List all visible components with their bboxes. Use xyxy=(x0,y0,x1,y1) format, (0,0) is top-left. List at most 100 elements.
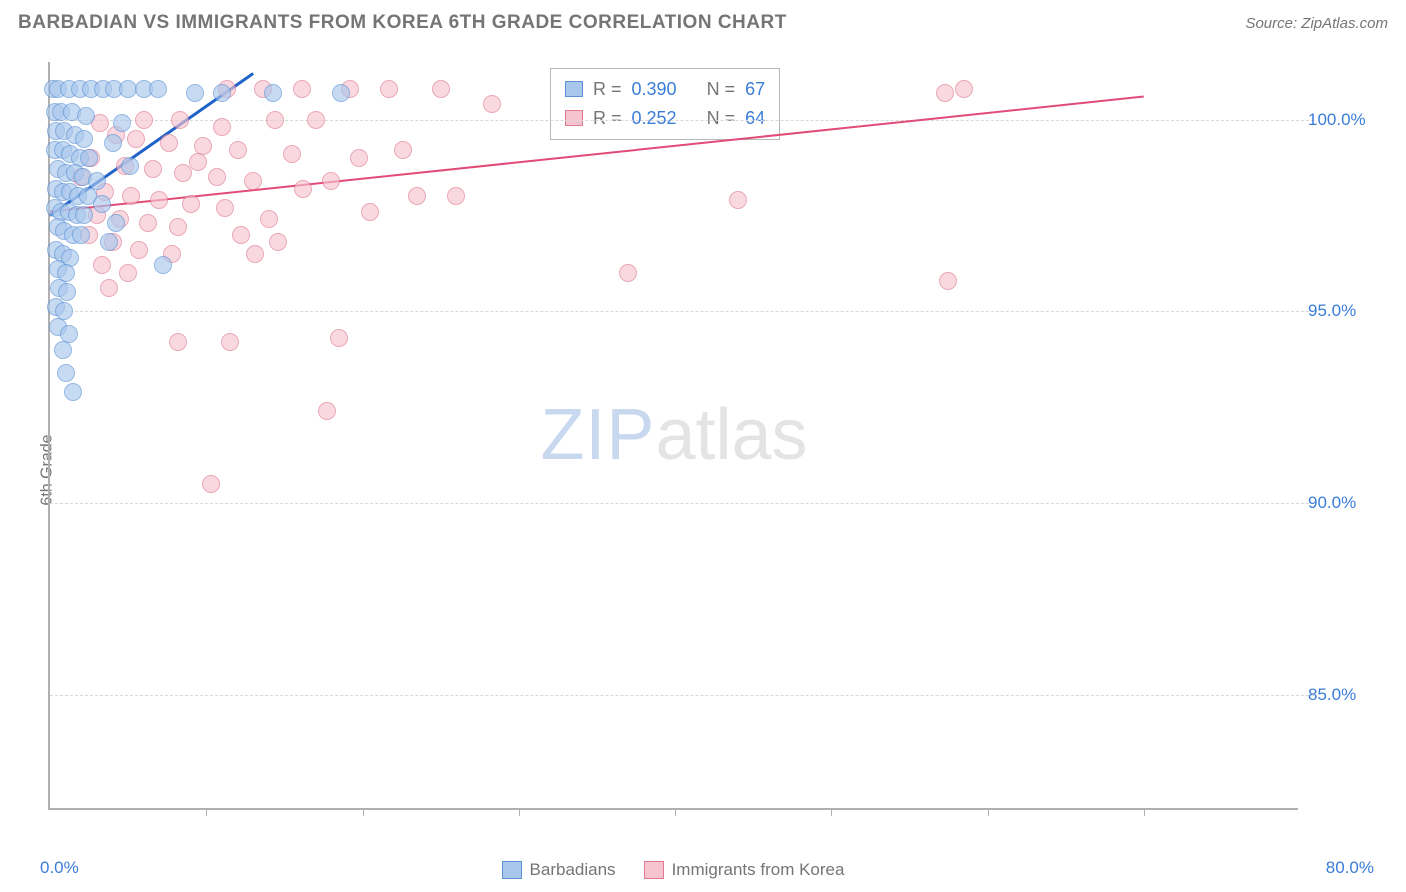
plot-area: ZIPatlas R = 0.390 N = 67 R = 0.252 N = … xyxy=(48,62,1298,810)
data-point xyxy=(80,149,98,167)
x-tick xyxy=(988,808,989,816)
y-tick-label: 95.0% xyxy=(1308,301,1378,321)
data-point xyxy=(135,111,153,129)
data-point xyxy=(266,111,284,129)
data-point xyxy=(104,134,122,152)
data-point xyxy=(229,141,247,159)
legend: Barbadians Immigrants from Korea xyxy=(48,860,1298,880)
n-value-series1: 67 xyxy=(745,75,765,104)
x-tick xyxy=(1144,808,1145,816)
data-point xyxy=(260,210,278,228)
data-point xyxy=(208,168,226,186)
watermark-atlas: atlas xyxy=(655,395,807,475)
data-point xyxy=(186,84,204,102)
r-label: R = xyxy=(593,75,622,104)
swatch-series1-icon xyxy=(565,81,583,97)
data-point xyxy=(936,84,954,102)
data-point xyxy=(283,145,301,163)
data-point xyxy=(169,333,187,351)
data-point xyxy=(171,111,189,129)
legend-label-series2: Immigrants from Korea xyxy=(672,860,845,880)
data-point xyxy=(432,80,450,98)
data-point xyxy=(729,191,747,209)
gridline xyxy=(50,503,1314,504)
data-point xyxy=(332,84,350,102)
data-point xyxy=(77,107,95,125)
data-point xyxy=(318,402,336,420)
r-label: R = xyxy=(593,104,622,133)
y-tick-label: 90.0% xyxy=(1308,493,1378,513)
data-point xyxy=(189,153,207,171)
data-point xyxy=(113,114,131,132)
regression-line xyxy=(50,62,1300,810)
data-point xyxy=(246,245,264,263)
data-point xyxy=(150,191,168,209)
stats-row-series1: R = 0.390 N = 67 xyxy=(565,75,765,104)
data-point xyxy=(93,195,111,213)
data-point xyxy=(350,149,368,167)
data-point xyxy=(361,203,379,221)
data-point xyxy=(269,233,287,251)
x-tick xyxy=(363,808,364,816)
data-point xyxy=(154,256,172,274)
data-point xyxy=(100,279,118,297)
watermark: ZIPatlas xyxy=(540,394,807,476)
data-point xyxy=(380,80,398,98)
data-point xyxy=(144,160,162,178)
data-point xyxy=(955,80,973,98)
chart-header: BARBADIAN VS IMMIGRANTS FROM KOREA 6TH G… xyxy=(0,0,1406,42)
r-value-series2: 0.252 xyxy=(632,104,677,133)
legend-item-series2: Immigrants from Korea xyxy=(644,860,845,880)
x-tick xyxy=(206,808,207,816)
x-axis-max-label: 80.0% xyxy=(1326,858,1374,878)
data-point xyxy=(139,214,157,232)
x-tick xyxy=(675,808,676,816)
data-point xyxy=(122,187,140,205)
data-point xyxy=(330,329,348,347)
data-point xyxy=(121,157,139,175)
data-point xyxy=(58,283,76,301)
data-point xyxy=(160,134,178,152)
data-point xyxy=(264,84,282,102)
data-point xyxy=(75,130,93,148)
x-tick xyxy=(519,808,520,816)
regression-line xyxy=(50,62,1300,810)
swatch-series1-icon xyxy=(502,861,522,879)
n-value-series2: 64 xyxy=(745,104,765,133)
data-point xyxy=(619,264,637,282)
data-point xyxy=(174,164,192,182)
stats-row-series2: R = 0.252 N = 64 xyxy=(565,104,765,133)
data-point xyxy=(54,341,72,359)
gridline xyxy=(50,311,1314,312)
y-tick-label: 100.0% xyxy=(1308,110,1378,130)
swatch-series2-icon xyxy=(644,861,664,879)
chart-source: Source: ZipAtlas.com xyxy=(1245,15,1388,32)
correlation-stats-box: R = 0.390 N = 67 R = 0.252 N = 64 xyxy=(550,68,780,140)
data-point xyxy=(72,226,90,244)
data-point xyxy=(394,141,412,159)
data-point xyxy=(75,206,93,224)
data-point xyxy=(213,84,231,102)
data-point xyxy=(93,256,111,274)
data-point xyxy=(322,172,340,190)
n-label: N = xyxy=(707,75,736,104)
legend-item-series1: Barbadians xyxy=(502,860,616,880)
data-point xyxy=(307,111,325,129)
watermark-zip: ZIP xyxy=(540,395,655,475)
data-point xyxy=(182,195,200,213)
data-point xyxy=(293,80,311,98)
data-point xyxy=(216,199,234,217)
chart-title: BARBADIAN VS IMMIGRANTS FROM KOREA 6TH G… xyxy=(18,12,787,34)
data-point xyxy=(202,475,220,493)
data-point xyxy=(57,364,75,382)
data-point xyxy=(107,214,125,232)
chart-container: 6th Grade ZIPatlas R = 0.390 N = 67 R = … xyxy=(0,48,1406,892)
n-label: N = xyxy=(707,104,736,133)
data-point xyxy=(130,241,148,259)
data-point xyxy=(294,180,312,198)
data-point xyxy=(100,233,118,251)
data-point xyxy=(244,172,262,190)
r-value-series1: 0.390 xyxy=(632,75,677,104)
data-point xyxy=(119,264,137,282)
data-point xyxy=(213,118,231,136)
